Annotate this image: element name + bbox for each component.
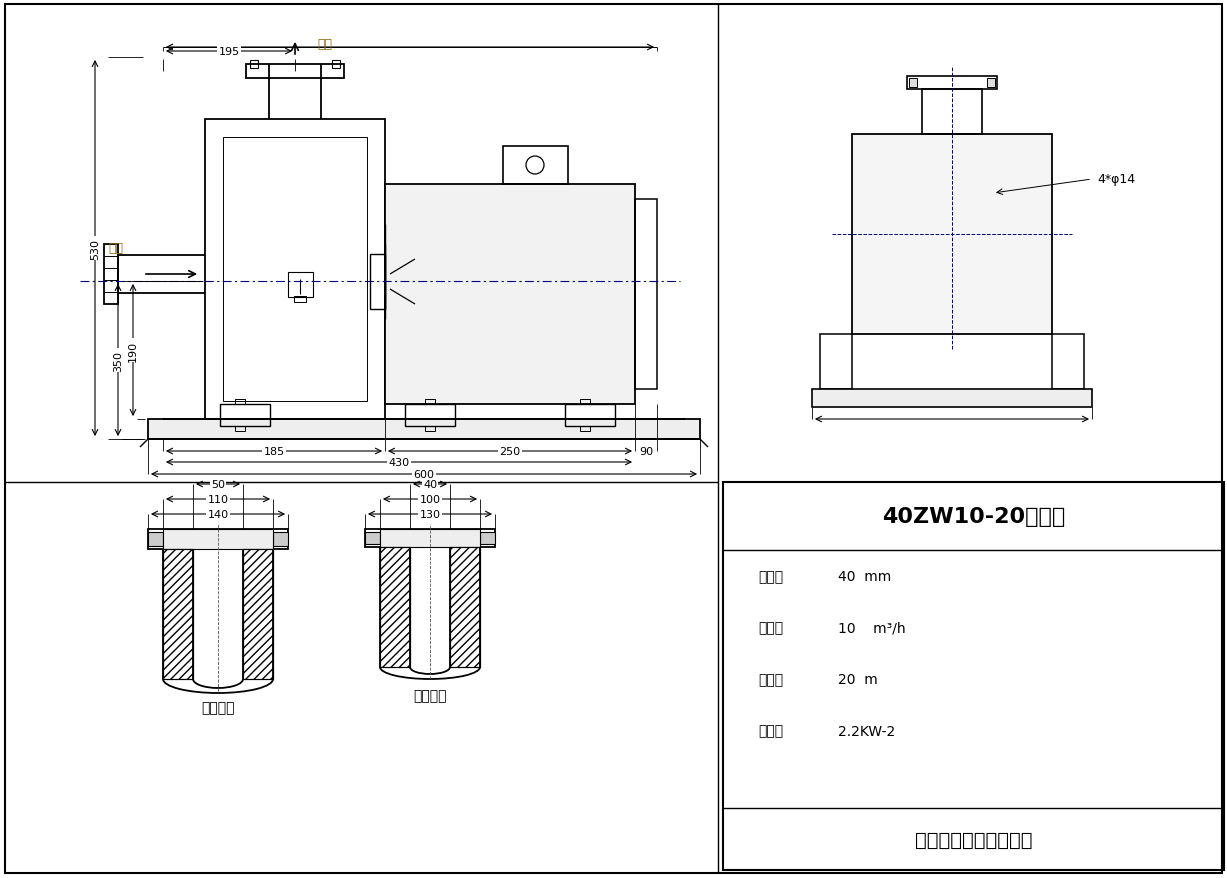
Bar <box>907 77 998 90</box>
Circle shape <box>904 187 918 201</box>
Text: 185: 185 <box>264 447 285 457</box>
Text: 功率：: 功率： <box>758 723 783 738</box>
Bar <box>148 420 699 440</box>
Bar <box>503 147 568 184</box>
Bar <box>364 532 380 544</box>
Bar <box>223 138 367 401</box>
Text: 2.2KW-2: 2.2KW-2 <box>838 723 896 738</box>
Circle shape <box>987 269 1000 283</box>
Bar <box>987 79 995 88</box>
Text: 出口法其: 出口法其 <box>413 688 447 702</box>
Bar <box>380 547 410 667</box>
Bar <box>723 482 1225 870</box>
Text: 110: 110 <box>207 494 228 505</box>
Bar <box>580 427 590 431</box>
Text: 190: 190 <box>128 340 137 361</box>
Bar <box>425 399 436 405</box>
Bar <box>245 65 344 79</box>
Bar <box>148 529 288 550</box>
Text: 扬程：: 扬程： <box>758 673 783 687</box>
Bar <box>450 547 480 667</box>
Text: 430: 430 <box>389 457 410 467</box>
Bar <box>205 120 385 420</box>
Bar <box>243 550 272 680</box>
Bar <box>385 184 636 405</box>
Bar <box>636 200 656 390</box>
Text: 进口法兰: 进口法兰 <box>201 700 234 714</box>
Text: 50: 50 <box>211 479 225 489</box>
Bar <box>812 390 1092 407</box>
Bar <box>852 135 1052 335</box>
Bar <box>220 405 270 427</box>
Text: 600: 600 <box>413 470 434 479</box>
Bar <box>163 550 193 680</box>
Text: 100: 100 <box>420 494 440 505</box>
Bar <box>921 90 982 135</box>
Text: 90: 90 <box>639 447 653 457</box>
Bar <box>580 399 590 405</box>
Text: 140: 140 <box>207 509 228 520</box>
Text: 40: 40 <box>423 479 437 489</box>
Bar <box>380 547 410 667</box>
Circle shape <box>904 269 918 283</box>
Text: 250: 250 <box>499 447 520 457</box>
Text: 530: 530 <box>90 238 99 259</box>
Text: 进口: 进口 <box>108 241 123 255</box>
Bar <box>333 61 340 68</box>
Bar <box>294 297 306 303</box>
Bar <box>371 255 385 310</box>
Bar <box>163 529 272 550</box>
Bar <box>405 405 455 427</box>
Bar <box>236 399 245 405</box>
Text: 40  mm: 40 mm <box>838 569 891 583</box>
Text: 350: 350 <box>113 350 123 371</box>
Bar <box>243 550 272 680</box>
Bar <box>272 532 288 546</box>
Bar <box>450 547 480 667</box>
Bar <box>820 335 852 390</box>
Circle shape <box>987 187 1000 201</box>
Bar <box>250 61 258 68</box>
Bar <box>287 272 313 297</box>
Bar <box>364 529 494 547</box>
Bar <box>148 532 163 546</box>
Text: 20  m: 20 m <box>838 673 877 687</box>
Text: 流量：: 流量： <box>758 621 783 635</box>
Text: 10    m³/h: 10 m³/h <box>838 621 906 635</box>
Bar <box>1052 335 1083 390</box>
Bar <box>480 532 494 544</box>
Text: 130: 130 <box>420 509 440 520</box>
Bar <box>564 405 615 427</box>
Bar <box>163 550 193 680</box>
Text: 出口: 出口 <box>317 38 333 50</box>
Bar <box>909 79 917 88</box>
Text: 口径：: 口径： <box>758 569 783 583</box>
Text: 40ZW10-20安装图: 40ZW10-20安装图 <box>882 507 1065 527</box>
Text: 195: 195 <box>218 47 239 57</box>
Bar <box>236 427 245 431</box>
Text: 上海博禺泵业有限公司: 上海博禺泵业有限公司 <box>915 830 1032 848</box>
Bar <box>104 245 118 305</box>
Bar <box>380 529 480 547</box>
Text: 4*φ14: 4*φ14 <box>1097 173 1135 186</box>
Bar <box>425 427 436 431</box>
